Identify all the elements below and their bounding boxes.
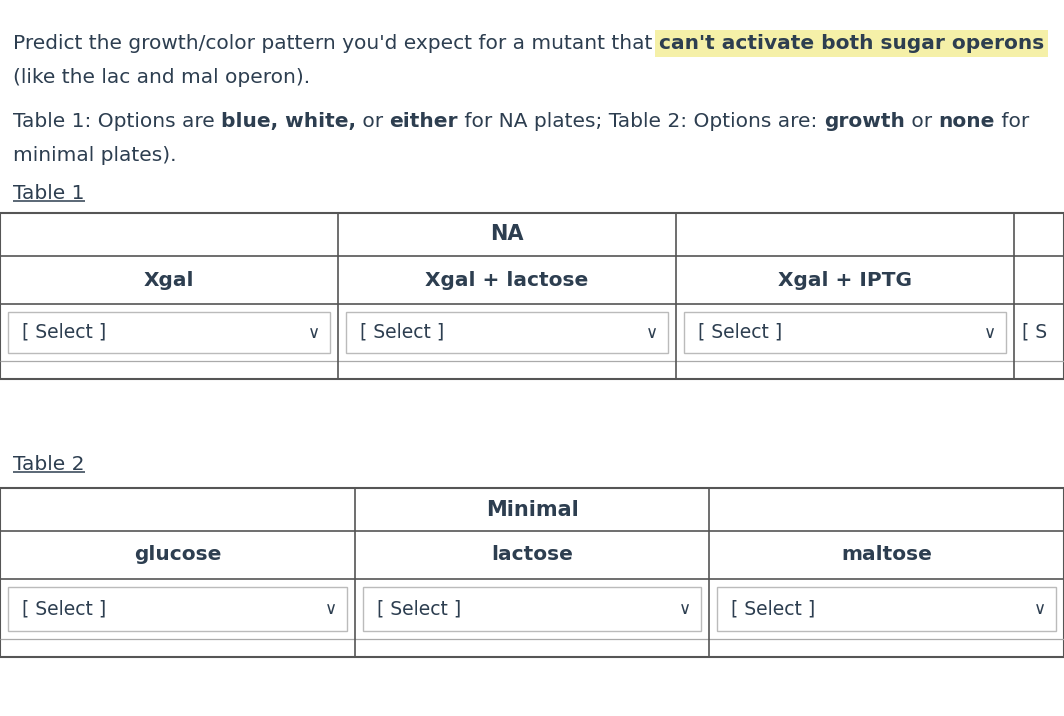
Text: [ Select ]: [ Select ]	[22, 599, 106, 619]
Text: NA: NA	[491, 225, 523, 244]
Text: ∨: ∨	[679, 600, 692, 618]
FancyBboxPatch shape	[9, 312, 330, 353]
Text: [ Select ]: [ Select ]	[377, 599, 461, 619]
Text: either: either	[389, 112, 459, 131]
Text: [ Select ]: [ Select ]	[731, 599, 816, 619]
FancyBboxPatch shape	[717, 587, 1055, 631]
FancyBboxPatch shape	[346, 312, 668, 353]
Text: ∨: ∨	[646, 324, 658, 342]
Text: for: for	[995, 112, 1029, 131]
Text: glucose: glucose	[134, 546, 221, 564]
Text: ∨: ∨	[984, 324, 996, 342]
Text: Xgal + lactose: Xgal + lactose	[426, 271, 588, 289]
Text: Predict the growth/color pattern you'd expect for a mutant that: Predict the growth/color pattern you'd e…	[13, 34, 659, 53]
Text: Table 1: Options are: Table 1: Options are	[13, 112, 221, 131]
Text: Minimal: Minimal	[485, 500, 579, 520]
Text: [ Select ]: [ Select ]	[698, 323, 782, 342]
Text: or: or	[356, 112, 389, 131]
FancyBboxPatch shape	[9, 587, 347, 631]
Text: blue, white,: blue, white,	[221, 112, 356, 131]
Text: ∨: ∨	[1034, 600, 1046, 618]
Text: (like the lac and mal operon).: (like the lac and mal operon).	[13, 68, 310, 87]
Text: lactose: lactose	[492, 546, 572, 564]
Text: maltose: maltose	[842, 546, 932, 564]
Text: can't activate both sugar operons: can't activate both sugar operons	[659, 34, 1044, 53]
Text: ∨: ∨	[307, 324, 320, 342]
Text: [ Select ]: [ Select ]	[22, 323, 106, 342]
FancyBboxPatch shape	[363, 587, 701, 631]
FancyBboxPatch shape	[684, 312, 1005, 353]
Text: Table 1: Table 1	[13, 184, 84, 203]
Text: growth: growth	[824, 112, 904, 131]
Text: Xgal: Xgal	[144, 271, 195, 289]
Text: or: or	[904, 112, 938, 131]
Text: ∨: ∨	[325, 600, 336, 618]
Text: [ S: [ S	[1023, 323, 1047, 342]
Text: none: none	[938, 112, 995, 131]
Text: [ Select ]: [ Select ]	[360, 323, 445, 342]
Text: Table 2: Table 2	[13, 455, 84, 474]
Text: minimal plates).: minimal plates).	[13, 146, 177, 165]
Text: Xgal + IPTG: Xgal + IPTG	[778, 271, 912, 289]
Text: for NA plates; Table 2: Options are:: for NA plates; Table 2: Options are:	[459, 112, 824, 131]
